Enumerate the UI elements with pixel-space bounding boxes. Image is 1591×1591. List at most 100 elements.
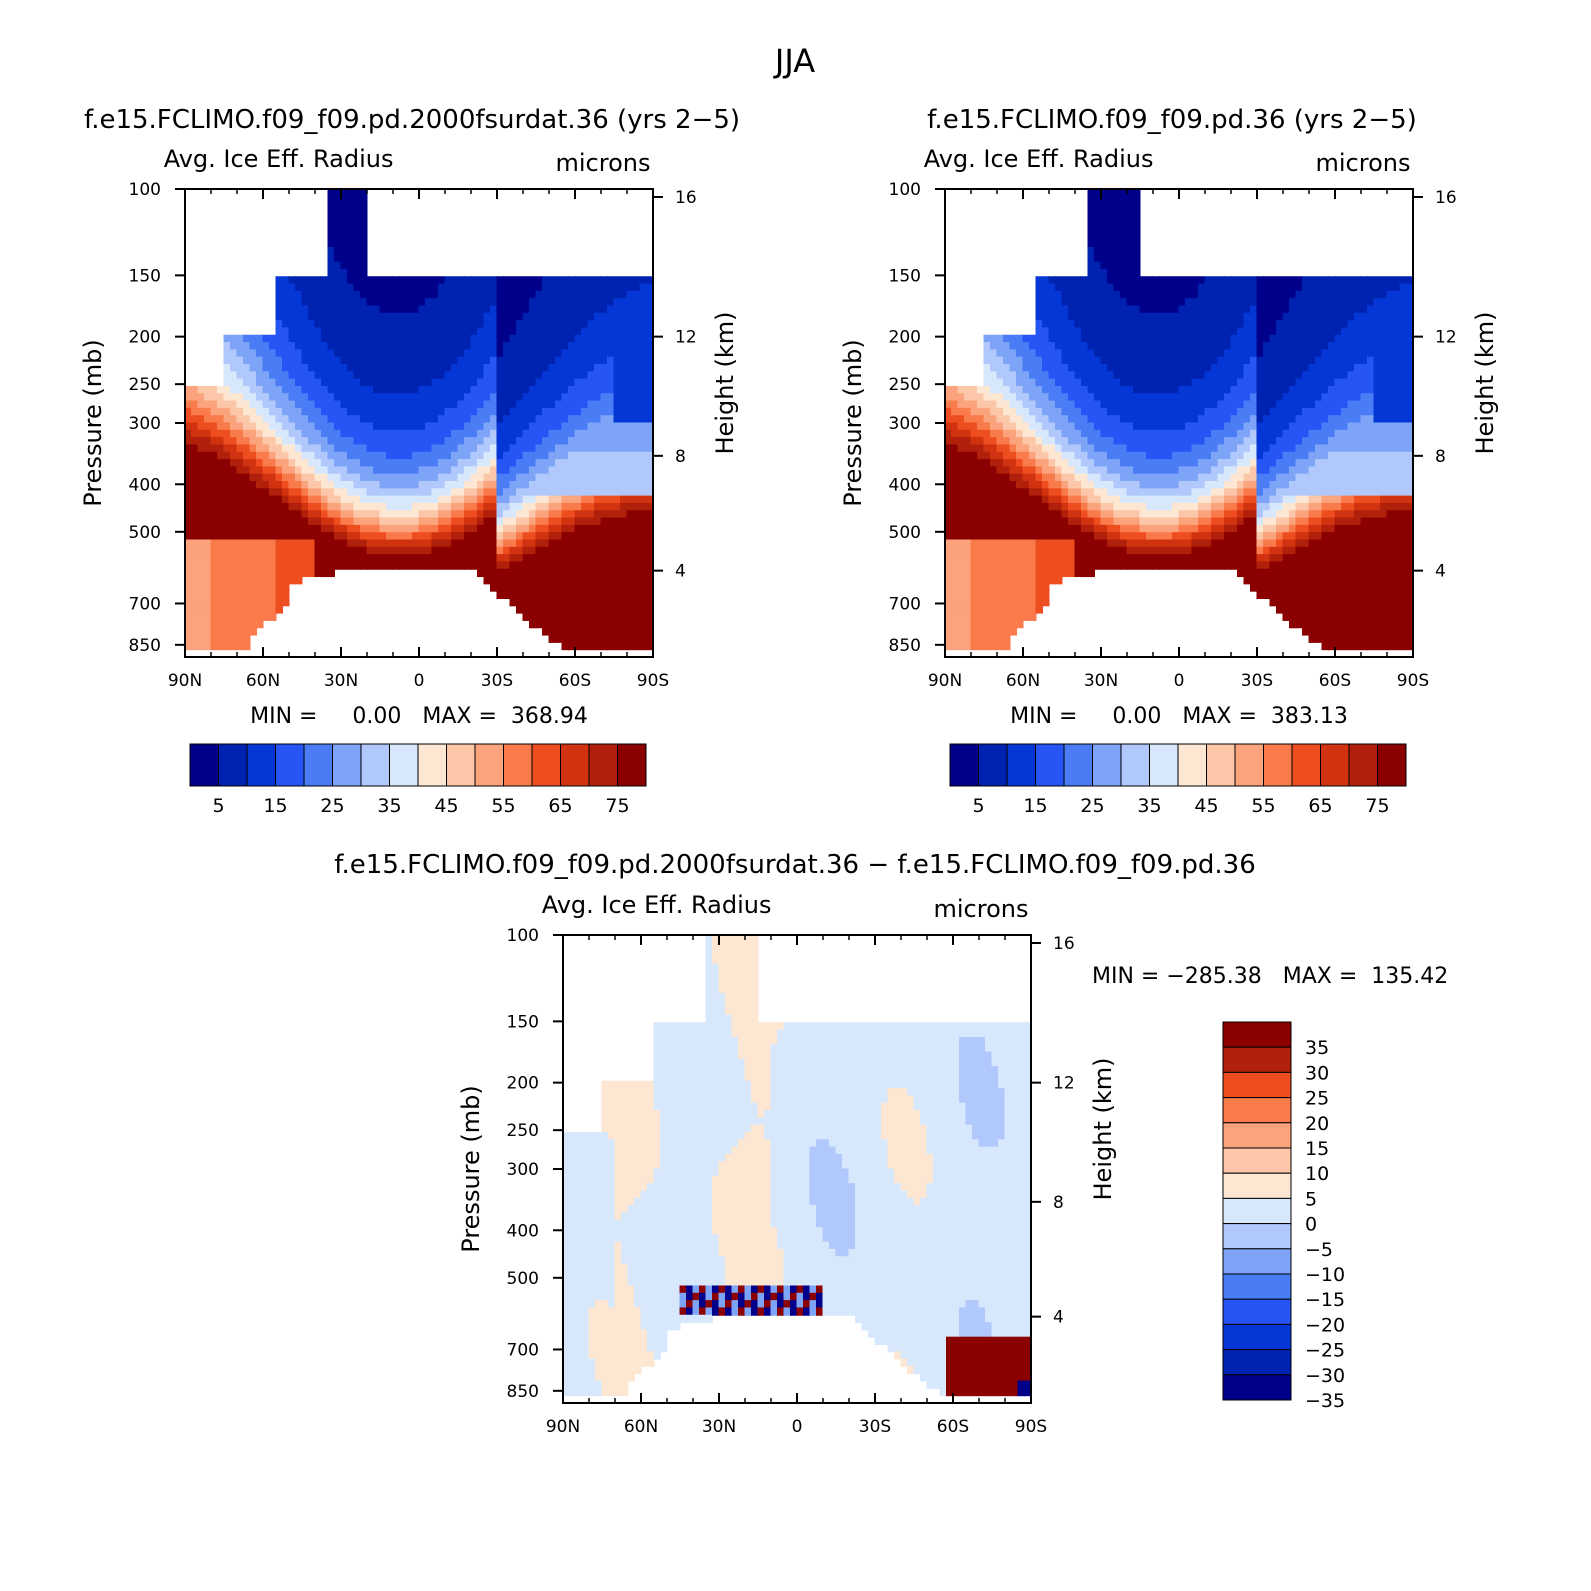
y-tick-label: 100	[889, 180, 921, 200]
y-tick-label: 400	[507, 1221, 539, 1241]
colorbar-label: −5	[1305, 1239, 1333, 1261]
colorbar-label: 15	[1023, 795, 1047, 817]
y-tick-label: 150	[889, 266, 921, 286]
x-tick-label: 90S	[1015, 1417, 1047, 1437]
colorbar-label: 25	[320, 795, 344, 817]
x-tick-label: 30S	[859, 1417, 891, 1437]
colorbar-swatch	[1177, 743, 1207, 787]
x-tick-label: 90N	[928, 671, 962, 691]
right-tick-label: 4	[1053, 1308, 1064, 1328]
colorbar-label: −30	[1305, 1365, 1345, 1387]
main-title: JJA	[773, 42, 815, 80]
y-tick-label: 500	[507, 1269, 539, 1289]
right-tick-label: 4	[675, 562, 686, 582]
panel-difference: Avg. Ice Eff. Radius microns 90N 60N 30N 0 30S…	[457, 891, 1448, 1437]
colorbar-label: −35	[1305, 1390, 1345, 1412]
y-axis-label: Pressure (mb)	[839, 339, 867, 506]
colorbar-label: 45	[434, 795, 458, 817]
colorbar-swatch	[617, 743, 647, 787]
colorbar-swatch	[446, 743, 476, 787]
x-tick-label: 30N	[702, 1417, 736, 1437]
y-tick-label: 150	[129, 266, 161, 286]
colorbar-swatch	[332, 743, 362, 787]
colorbar-swatch	[531, 743, 561, 787]
colorbar-label: 55	[491, 795, 515, 817]
colorbar-label: 20	[1305, 1113, 1329, 1135]
contour-field	[563, 935, 1031, 1397]
y-tick-label: 250	[129, 375, 161, 395]
colorbar-swatch	[1206, 743, 1236, 787]
colorbar-label: −20	[1305, 1314, 1345, 1336]
colorbar-label: 65	[1308, 795, 1332, 817]
colorbar-label: 15	[263, 795, 287, 817]
x-tick-label: 60S	[559, 671, 591, 691]
min-max-label: MIN = 0.00 MAX = 383.13	[1010, 704, 1348, 729]
x-tick-label: 60S	[1319, 671, 1351, 691]
right-tick-label: 16	[1053, 934, 1075, 954]
x-tick-label: 0	[792, 1417, 803, 1437]
variable-label: Avg. Ice Eff. Radius	[542, 891, 772, 919]
colorbar-swatch	[1222, 1374, 1292, 1401]
y-axis-label: Pressure (mb)	[79, 339, 107, 506]
colorbar-swatch	[978, 743, 1008, 787]
colorbar-swatch	[1222, 1046, 1292, 1073]
y-tick-label: 500	[889, 523, 921, 543]
right-axis-label: Height (km)	[711, 312, 739, 455]
colorbar-swatch	[1222, 1349, 1292, 1376]
colorbar-label: 25	[1080, 795, 1104, 817]
units-label: microns	[1316, 149, 1411, 177]
colorbar-swatch	[275, 743, 305, 787]
contour-field	[945, 189, 1413, 651]
right-tick-label: 8	[1435, 447, 1446, 467]
colorbar-swatch	[1222, 1197, 1292, 1225]
y-tick-label: 850	[129, 636, 161, 656]
colorbar-label: 25	[1305, 1088, 1329, 1110]
colorbar-swatch	[1222, 1223, 1292, 1250]
colorbar-label: 30	[1305, 1062, 1329, 1084]
colorbar-swatch	[1222, 1021, 1292, 1048]
colorbar-swatch	[1222, 1298, 1292, 1325]
colorbar-swatch	[1222, 1172, 1292, 1199]
units-label: microns	[556, 149, 651, 177]
right-tick-label: 4	[1435, 562, 1446, 582]
colorbar: 35 30 25 20 15 10 5 0 −5 −10 −15 −20 −25 −30 −35	[1222, 1021, 1345, 1412]
panel-case: Avg. Ice Eff. Radius microns 90N 60N 30N 0 30S…	[79, 145, 739, 817]
colorbar-label: 55	[1251, 795, 1275, 817]
right-tick-label: 8	[675, 447, 686, 467]
right-tick-label: 12	[1053, 1074, 1075, 1094]
y-tick-label: 300	[889, 414, 921, 434]
colorbar-label: 5	[212, 795, 224, 817]
colorbar-label: −10	[1305, 1264, 1345, 1286]
colorbar-label: 75	[1365, 795, 1389, 817]
colorbar: 5 15 25 35 45 55 65 75	[189, 743, 647, 817]
colorbar-label: 10	[1305, 1163, 1329, 1185]
colorbar-swatch	[560, 743, 590, 787]
colorbar-swatch	[218, 743, 248, 787]
x-tick-label: 30S	[1241, 671, 1273, 691]
x-tick-label: 60N	[624, 1417, 658, 1437]
colorbar-swatch	[474, 743, 504, 787]
x-tick-label: 60S	[937, 1417, 969, 1437]
y-tick-label: 100	[129, 180, 161, 200]
right-axis-label: Height (km)	[1471, 312, 1499, 455]
panel-top-left-title: f.e15.FCLIMO.f09_f09.pd.2000fsurdat.36 (…	[84, 105, 740, 135]
y-tick-label: 200	[129, 328, 161, 348]
colorbar-label: 15	[1305, 1138, 1329, 1160]
y-tick-label: 850	[889, 636, 921, 656]
colorbar-swatch	[1377, 743, 1407, 787]
colorbar-swatch	[1222, 1273, 1292, 1300]
right-tick-label: 16	[1435, 188, 1457, 208]
colorbar-swatch	[360, 743, 390, 787]
colorbar-label: 35	[1305, 1037, 1329, 1059]
colorbar-label: 35	[377, 795, 401, 817]
colorbar-swatch	[503, 743, 533, 787]
colorbar-swatch	[1092, 743, 1122, 787]
colorbar-label: 65	[548, 795, 572, 817]
colorbar-swatch	[1234, 743, 1264, 787]
colorbar-swatch	[1006, 743, 1036, 787]
colorbar-swatch	[1222, 1122, 1292, 1149]
right-tick-label: 12	[675, 328, 697, 348]
colorbar-label: −25	[1305, 1340, 1345, 1362]
x-tick-label: 90S	[1397, 671, 1429, 691]
y-tick-label: 700	[889, 594, 921, 614]
